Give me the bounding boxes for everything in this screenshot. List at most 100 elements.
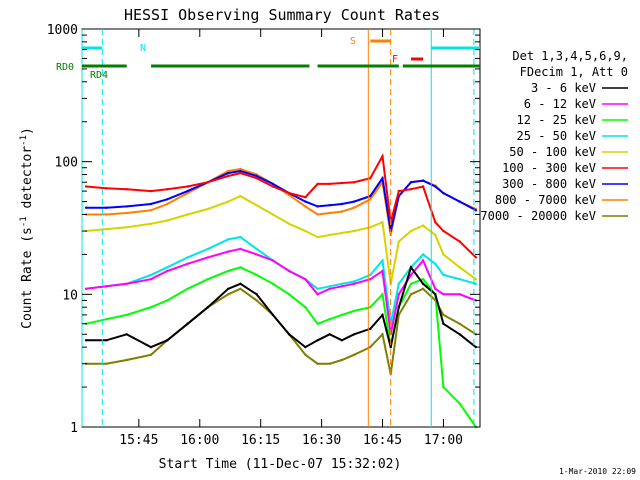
series-3-point [206, 278, 210, 281]
series-3-point [316, 322, 319, 325]
x-tick-label: 16:15 [241, 433, 280, 448]
flag-layer: N S F RD0 RD4 [56, 29, 480, 427]
chart-title: HESSI Observing Summary Count Rates [124, 6, 440, 24]
series-1-point [239, 282, 242, 285]
series-2-point [369, 278, 372, 281]
series-7-point [227, 171, 230, 175]
legend-label-5: 50 - 100 keV [509, 145, 596, 159]
series-9-point [227, 293, 230, 296]
series-7-point [421, 179, 425, 182]
plot-area [81, 28, 481, 428]
series-8-point [186, 191, 189, 195]
series-3-point [125, 313, 128, 317]
series-2-point [304, 278, 307, 281]
series-1-point [442, 322, 445, 325]
series-5-point [255, 204, 258, 207]
legend-label-8: 800 - 7000 keV [495, 193, 596, 207]
series-4-point [206, 247, 210, 251]
series-4-point [442, 273, 445, 277]
series-5-point [149, 222, 153, 225]
legend-label-3: 12 - 25 keV [517, 113, 596, 127]
series-2-point [381, 269, 384, 273]
series-layer [84, 153, 478, 429]
series-3-point [227, 269, 230, 273]
series-7-point [434, 185, 437, 188]
series-1-point [340, 339, 344, 342]
series-8-point [239, 167, 242, 171]
series-3-point [287, 293, 291, 296]
series-6-point [381, 155, 384, 158]
x-axis-ticks: 15:45 16:00 16:15 16:30 16:45 17:00 [119, 29, 463, 448]
y-axis-label-end: ) [20, 127, 35, 135]
series-9-point [442, 313, 445, 317]
series-9-point [105, 362, 108, 365]
series-7-point [369, 194, 372, 198]
series-3-point [105, 318, 108, 321]
series-7-point [352, 200, 356, 203]
series-7-point [381, 177, 384, 180]
series-5-point [369, 226, 372, 229]
series-9-point [239, 287, 242, 290]
series-7-point [105, 206, 108, 209]
series-6-point [409, 188, 413, 191]
series-6-point [255, 177, 258, 180]
series-2-point [458, 293, 461, 296]
series-9-point [369, 345, 372, 349]
series-6-point [239, 171, 242, 175]
series-4-point [397, 282, 400, 285]
legend-label-4: 25 - 50 keV [517, 129, 596, 143]
series-1-point [287, 333, 291, 336]
x-tick-label: 16:30 [302, 433, 341, 448]
series-2-point [328, 287, 331, 290]
series-5-point [421, 224, 425, 227]
y-axis-label-sup1: -1 [19, 216, 29, 227]
series-9-point [125, 358, 128, 362]
series-2-point [340, 285, 344, 288]
series-1-point [84, 339, 88, 342]
series-3-point [255, 273, 258, 277]
series-3-point [409, 282, 413, 285]
legend-label-7: 300 - 800 keV [502, 177, 596, 191]
series-7-point [442, 191, 445, 195]
series-4-point [316, 287, 319, 290]
series-7-point [340, 202, 344, 206]
series-5-point [125, 226, 128, 229]
series-5-point [271, 213, 275, 216]
series-7-point [166, 198, 169, 201]
series-1-point [206, 306, 210, 309]
series-6-point [149, 189, 153, 193]
legend: Det 1,3,4,5,6,9, FDecim 1, Att 0 3 - 6 k… [480, 49, 628, 223]
series-7-point [474, 209, 478, 212]
legend-label-2: 6 - 12 keV [524, 97, 596, 111]
series-7-point [239, 169, 242, 173]
series-6-point [84, 185, 88, 188]
series-1-point [409, 266, 413, 269]
series-1-point [316, 339, 319, 342]
series-2-point [186, 262, 189, 265]
series-1-point [352, 333, 356, 336]
series-5-point [442, 253, 445, 256]
series-3-point [149, 306, 153, 309]
series-3-point [352, 309, 356, 313]
series-3-point [328, 318, 331, 321]
y-axis-label-main: Count Rate (s [20, 227, 35, 329]
series-2-point [397, 293, 400, 296]
series-5-point [409, 229, 413, 233]
flag-label-s: S [350, 36, 356, 47]
series-2-point [255, 253, 258, 256]
series-5-point [340, 231, 344, 235]
series-6-point [352, 181, 356, 184]
series-9-point [458, 322, 461, 325]
series-6-point [125, 188, 128, 191]
series-1-point [421, 282, 425, 285]
series-4-point [421, 253, 425, 256]
series-2-point [166, 269, 169, 273]
series-9-point [409, 293, 413, 296]
series-3-point [304, 306, 307, 309]
series-3-point [381, 293, 384, 296]
series-6-point [397, 189, 400, 193]
series-5-point [397, 240, 400, 243]
series-2-point [421, 259, 425, 262]
series-1-point [125, 333, 128, 336]
series-5-point [352, 229, 356, 233]
